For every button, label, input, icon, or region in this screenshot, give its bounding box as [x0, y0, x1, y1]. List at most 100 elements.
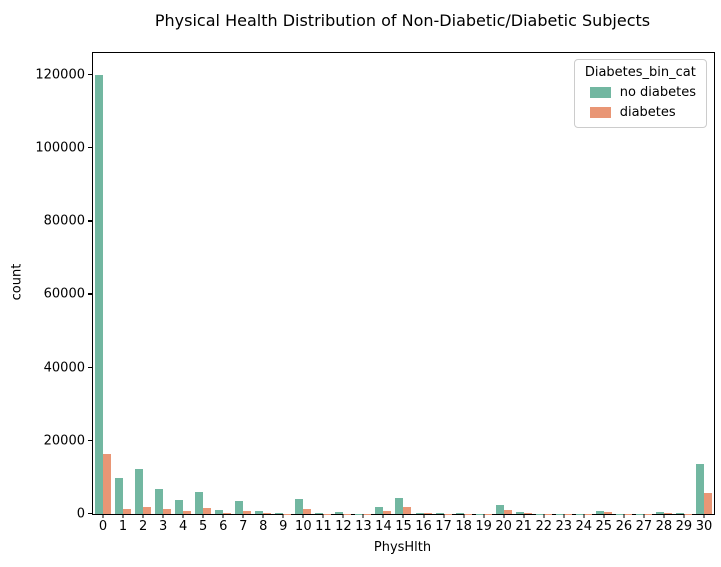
bar-diabetes-20: [503, 509, 512, 514]
x-tick-mark: [282, 514, 284, 518]
x-tick-mark: [102, 514, 104, 518]
y-tick-label: 100000: [35, 140, 85, 156]
bar-no-diabetes-11: [315, 513, 324, 514]
x-tick-mark: [202, 514, 204, 518]
x-tick-label: 12: [335, 519, 352, 534]
x-tick-label: 22: [535, 519, 552, 534]
x-tick-mark: [342, 514, 344, 518]
x-tick-label: 10: [295, 519, 312, 534]
x-tick-label: 6: [219, 519, 228, 534]
x-tick-label: 8: [259, 519, 268, 534]
x-tick-label: 5: [199, 519, 208, 534]
y-axis-label: count: [9, 263, 25, 301]
bar-group: 2: [133, 53, 153, 533]
bar-group: 3: [153, 53, 173, 533]
legend-swatch-no-diabetes: [589, 87, 611, 98]
x-tick-label: 26: [615, 519, 633, 534]
x-tick-label: 17: [435, 519, 452, 534]
bar-group: 30: [694, 53, 714, 533]
bar-no-diabetes-8: [255, 511, 264, 514]
x-tick-mark: [703, 514, 705, 518]
x-tick-label: 25: [595, 519, 613, 534]
bar-group: 5: [193, 53, 213, 533]
y-tick-label: 80000: [43, 213, 85, 229]
bar-no-diabetes-30: [695, 464, 704, 514]
bar-no-diabetes-2: [135, 468, 144, 514]
x-tick-mark: [503, 514, 505, 518]
bar-group: 0: [93, 53, 113, 533]
bar-no-diabetes-21: [515, 512, 524, 514]
bar-diabetes-30: [703, 493, 712, 514]
bar-group: 22: [534, 53, 554, 533]
bar-group: 10: [293, 53, 313, 533]
bar-diabetes-1: [123, 509, 132, 514]
bar-group: 21: [514, 53, 534, 533]
bar-group: 15: [393, 53, 413, 533]
bar-no-diabetes-4: [175, 500, 184, 514]
x-tick-label: 14: [375, 519, 392, 534]
x-tick-label: 27: [635, 519, 653, 534]
x-tick-label: 1: [118, 519, 128, 534]
x-tick-label: 19: [475, 519, 492, 534]
x-tick-mark: [443, 514, 445, 518]
bar-no-diabetes-5: [195, 491, 204, 514]
y-tick-mark: [88, 220, 92, 222]
bar-no-diabetes-28: [655, 511, 664, 514]
x-tick-mark: [362, 514, 364, 518]
y-tick-mark: [88, 366, 92, 368]
bar-no-diabetes-1: [115, 478, 124, 514]
bar-group: 4: [173, 53, 193, 533]
legend-label: diabetes: [619, 105, 676, 120]
plot-area: 0 1 2 3 4 5 6 7 8 9 10 11 12 13 14 15 16 17 18 19 20 21 22 23 24…: [35, 52, 715, 533]
x-tick-mark: [523, 514, 525, 518]
x-tick-mark: [402, 514, 404, 518]
bar-group: 23: [554, 53, 574, 533]
bar-group: 17: [434, 53, 454, 533]
legend-entries: no diabetes diabetes: [585, 85, 696, 120]
bar-group: 6: [213, 53, 233, 533]
bar-group: 1: [113, 53, 133, 533]
y-tick-mark: [88, 293, 92, 295]
x-tick-label: 29: [675, 519, 693, 534]
x-tick-mark: [583, 514, 585, 518]
x-tick-mark: [302, 514, 304, 518]
bar-group: 11: [313, 53, 333, 533]
bar-group: 20: [494, 53, 514, 533]
bar-group: 13: [353, 53, 373, 533]
x-tick-mark: [242, 514, 244, 518]
x-tick-mark: [382, 514, 384, 518]
x-tick-label: 9: [279, 519, 288, 534]
bar-group: 24: [574, 53, 594, 533]
x-tick-mark: [162, 514, 164, 518]
x-tick-label: 24: [575, 519, 593, 534]
bar-no-diabetes-12: [335, 512, 344, 514]
bar-no-diabetes-17: [435, 513, 444, 514]
bar-diabetes-15: [403, 506, 412, 514]
x-tick-mark: [643, 514, 645, 518]
x-tick-label: 16: [415, 519, 432, 534]
bar-group: 8: [253, 53, 273, 533]
x-tick-mark: [322, 514, 324, 518]
x-tick-label: 21: [515, 519, 532, 534]
legend-label: no diabetes: [619, 85, 696, 100]
y-tick-mark: [88, 147, 92, 149]
bar-group: 25: [594, 53, 614, 533]
bar-no-diabetes-14: [375, 506, 384, 514]
legend: Diabetes_bin_cat no diabetes diabetes: [573, 59, 707, 128]
x-tick-mark: [182, 514, 184, 518]
legend-title: Diabetes_bin_cat: [584, 65, 696, 80]
x-tick-mark: [483, 514, 485, 518]
bar-no-diabetes-3: [155, 488, 164, 514]
x-axis-label: PhysHlth: [373, 540, 432, 555]
x-tick-mark: [262, 514, 264, 518]
bar-group: 14: [373, 53, 393, 533]
y-tick-label: 0: [76, 506, 85, 522]
x-tick-label: 11: [315, 519, 332, 534]
bar-group: 9: [273, 53, 293, 533]
bar-diabetes-5: [203, 508, 212, 514]
y-tick-label: 60000: [43, 286, 85, 302]
bar-diabetes-2: [143, 506, 152, 514]
bar-diabetes-6: [223, 512, 232, 514]
x-tick-mark: [603, 514, 605, 518]
y-tick-label: 20000: [43, 433, 85, 449]
